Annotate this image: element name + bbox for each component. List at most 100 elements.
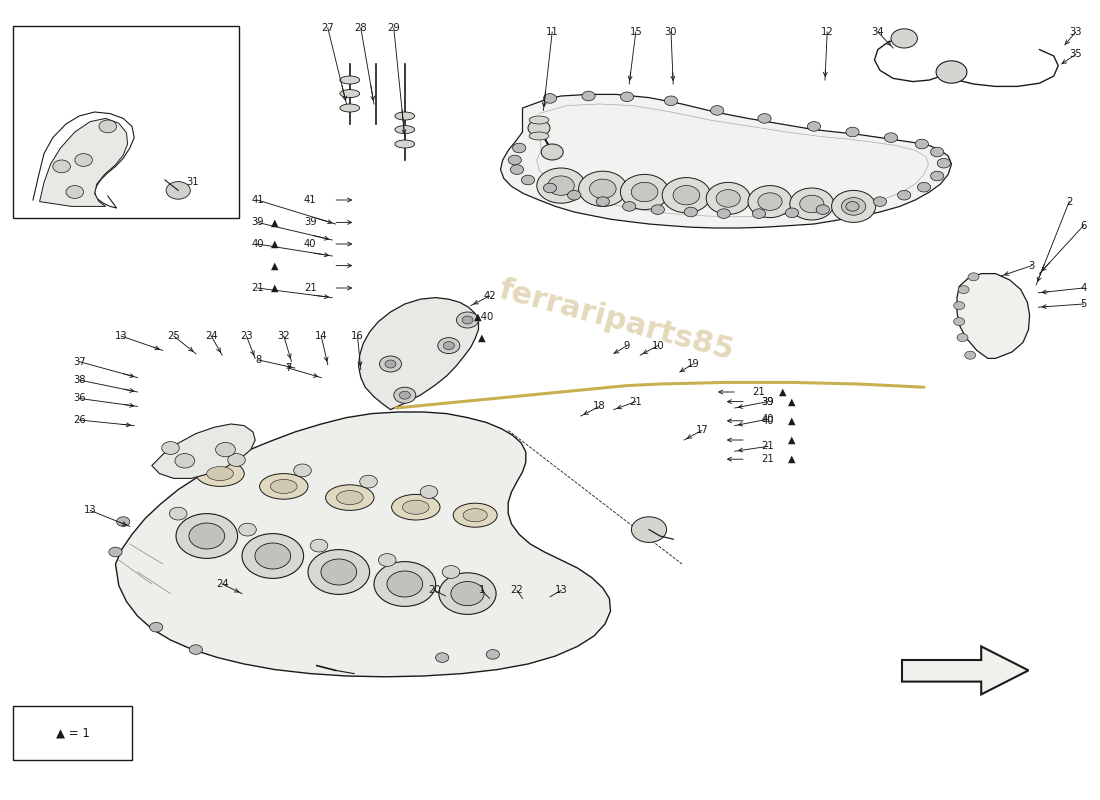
Text: 41: 41	[251, 195, 264, 205]
Circle shape	[651, 205, 664, 214]
Text: 2: 2	[1066, 197, 1072, 206]
Text: 12: 12	[821, 27, 834, 37]
Circle shape	[582, 91, 595, 101]
Text: 8: 8	[255, 355, 262, 365]
Circle shape	[443, 342, 454, 350]
Circle shape	[385, 360, 396, 368]
Polygon shape	[902, 646, 1028, 694]
Text: ▲: ▲	[789, 454, 795, 464]
Text: 39: 39	[251, 218, 264, 227]
Text: 23: 23	[240, 331, 253, 341]
Text: ▲: ▲	[789, 397, 795, 406]
Circle shape	[748, 186, 792, 218]
Text: 40: 40	[761, 416, 774, 426]
Text: 3: 3	[1028, 261, 1035, 270]
Circle shape	[239, 523, 256, 536]
Text: ▲: ▲	[477, 333, 486, 342]
Circle shape	[541, 144, 563, 160]
Circle shape	[716, 190, 740, 207]
Text: ▲: ▲	[780, 387, 786, 397]
Polygon shape	[40, 118, 128, 206]
Circle shape	[510, 165, 524, 174]
Circle shape	[189, 523, 224, 549]
Circle shape	[842, 198, 866, 215]
Text: 28: 28	[354, 23, 367, 33]
Circle shape	[958, 286, 969, 294]
Text: 25: 25	[167, 331, 180, 341]
Circle shape	[189, 645, 202, 654]
Circle shape	[255, 543, 290, 569]
Text: 41: 41	[304, 195, 317, 205]
Text: 35: 35	[1069, 50, 1082, 59]
Circle shape	[360, 475, 377, 488]
Text: 39: 39	[304, 218, 317, 227]
Text: ▲: ▲	[789, 416, 795, 426]
Text: 36: 36	[73, 394, 86, 403]
Circle shape	[785, 208, 799, 218]
Polygon shape	[500, 94, 952, 228]
Ellipse shape	[340, 90, 360, 98]
Text: 27: 27	[321, 23, 334, 33]
Circle shape	[937, 158, 950, 168]
Text: 42: 42	[483, 291, 496, 301]
Text: 26: 26	[73, 415, 86, 425]
Circle shape	[965, 351, 976, 359]
Circle shape	[456, 312, 478, 328]
Text: 1: 1	[478, 586, 485, 595]
Circle shape	[620, 174, 669, 210]
Text: 21: 21	[752, 387, 766, 397]
Circle shape	[873, 197, 887, 206]
Text: 14: 14	[315, 331, 328, 341]
Ellipse shape	[395, 140, 415, 148]
Text: 7: 7	[285, 363, 292, 373]
Text: 29: 29	[387, 23, 400, 33]
Ellipse shape	[463, 509, 487, 522]
Text: 40: 40	[761, 414, 774, 424]
Text: 10: 10	[651, 341, 664, 350]
Text: 13: 13	[114, 331, 128, 341]
Ellipse shape	[271, 479, 297, 494]
Text: 24: 24	[216, 579, 229, 589]
Text: 9: 9	[624, 341, 630, 350]
Circle shape	[66, 186, 84, 198]
Circle shape	[438, 338, 460, 354]
Circle shape	[528, 120, 550, 136]
Ellipse shape	[453, 503, 497, 527]
Text: 40: 40	[304, 239, 317, 249]
Circle shape	[394, 387, 416, 403]
Circle shape	[662, 178, 711, 213]
Circle shape	[706, 182, 750, 214]
Circle shape	[399, 391, 410, 399]
Circle shape	[717, 209, 730, 218]
Polygon shape	[359, 298, 478, 410]
Text: 5: 5	[1080, 299, 1087, 309]
Circle shape	[579, 171, 627, 206]
Circle shape	[176, 514, 238, 558]
Circle shape	[954, 302, 965, 310]
Circle shape	[568, 190, 581, 200]
Circle shape	[439, 573, 496, 614]
Circle shape	[216, 442, 235, 457]
Circle shape	[968, 273, 979, 281]
Text: ▲: ▲	[272, 261, 278, 270]
Circle shape	[620, 92, 634, 102]
Circle shape	[915, 139, 928, 149]
Ellipse shape	[392, 494, 440, 520]
Text: ▲40: ▲40	[474, 312, 494, 322]
Ellipse shape	[529, 132, 549, 140]
Circle shape	[936, 61, 967, 83]
Text: 24: 24	[205, 331, 218, 341]
Circle shape	[378, 554, 396, 566]
Text: 6: 6	[1080, 221, 1087, 230]
Circle shape	[162, 442, 179, 454]
Text: 18: 18	[593, 402, 606, 411]
Circle shape	[442, 566, 460, 578]
Text: 21: 21	[629, 397, 642, 406]
Circle shape	[631, 182, 658, 202]
Circle shape	[53, 160, 70, 173]
Polygon shape	[957, 274, 1030, 358]
Ellipse shape	[529, 116, 549, 124]
Polygon shape	[152, 424, 255, 478]
Circle shape	[846, 202, 859, 211]
FancyBboxPatch shape	[13, 26, 239, 218]
